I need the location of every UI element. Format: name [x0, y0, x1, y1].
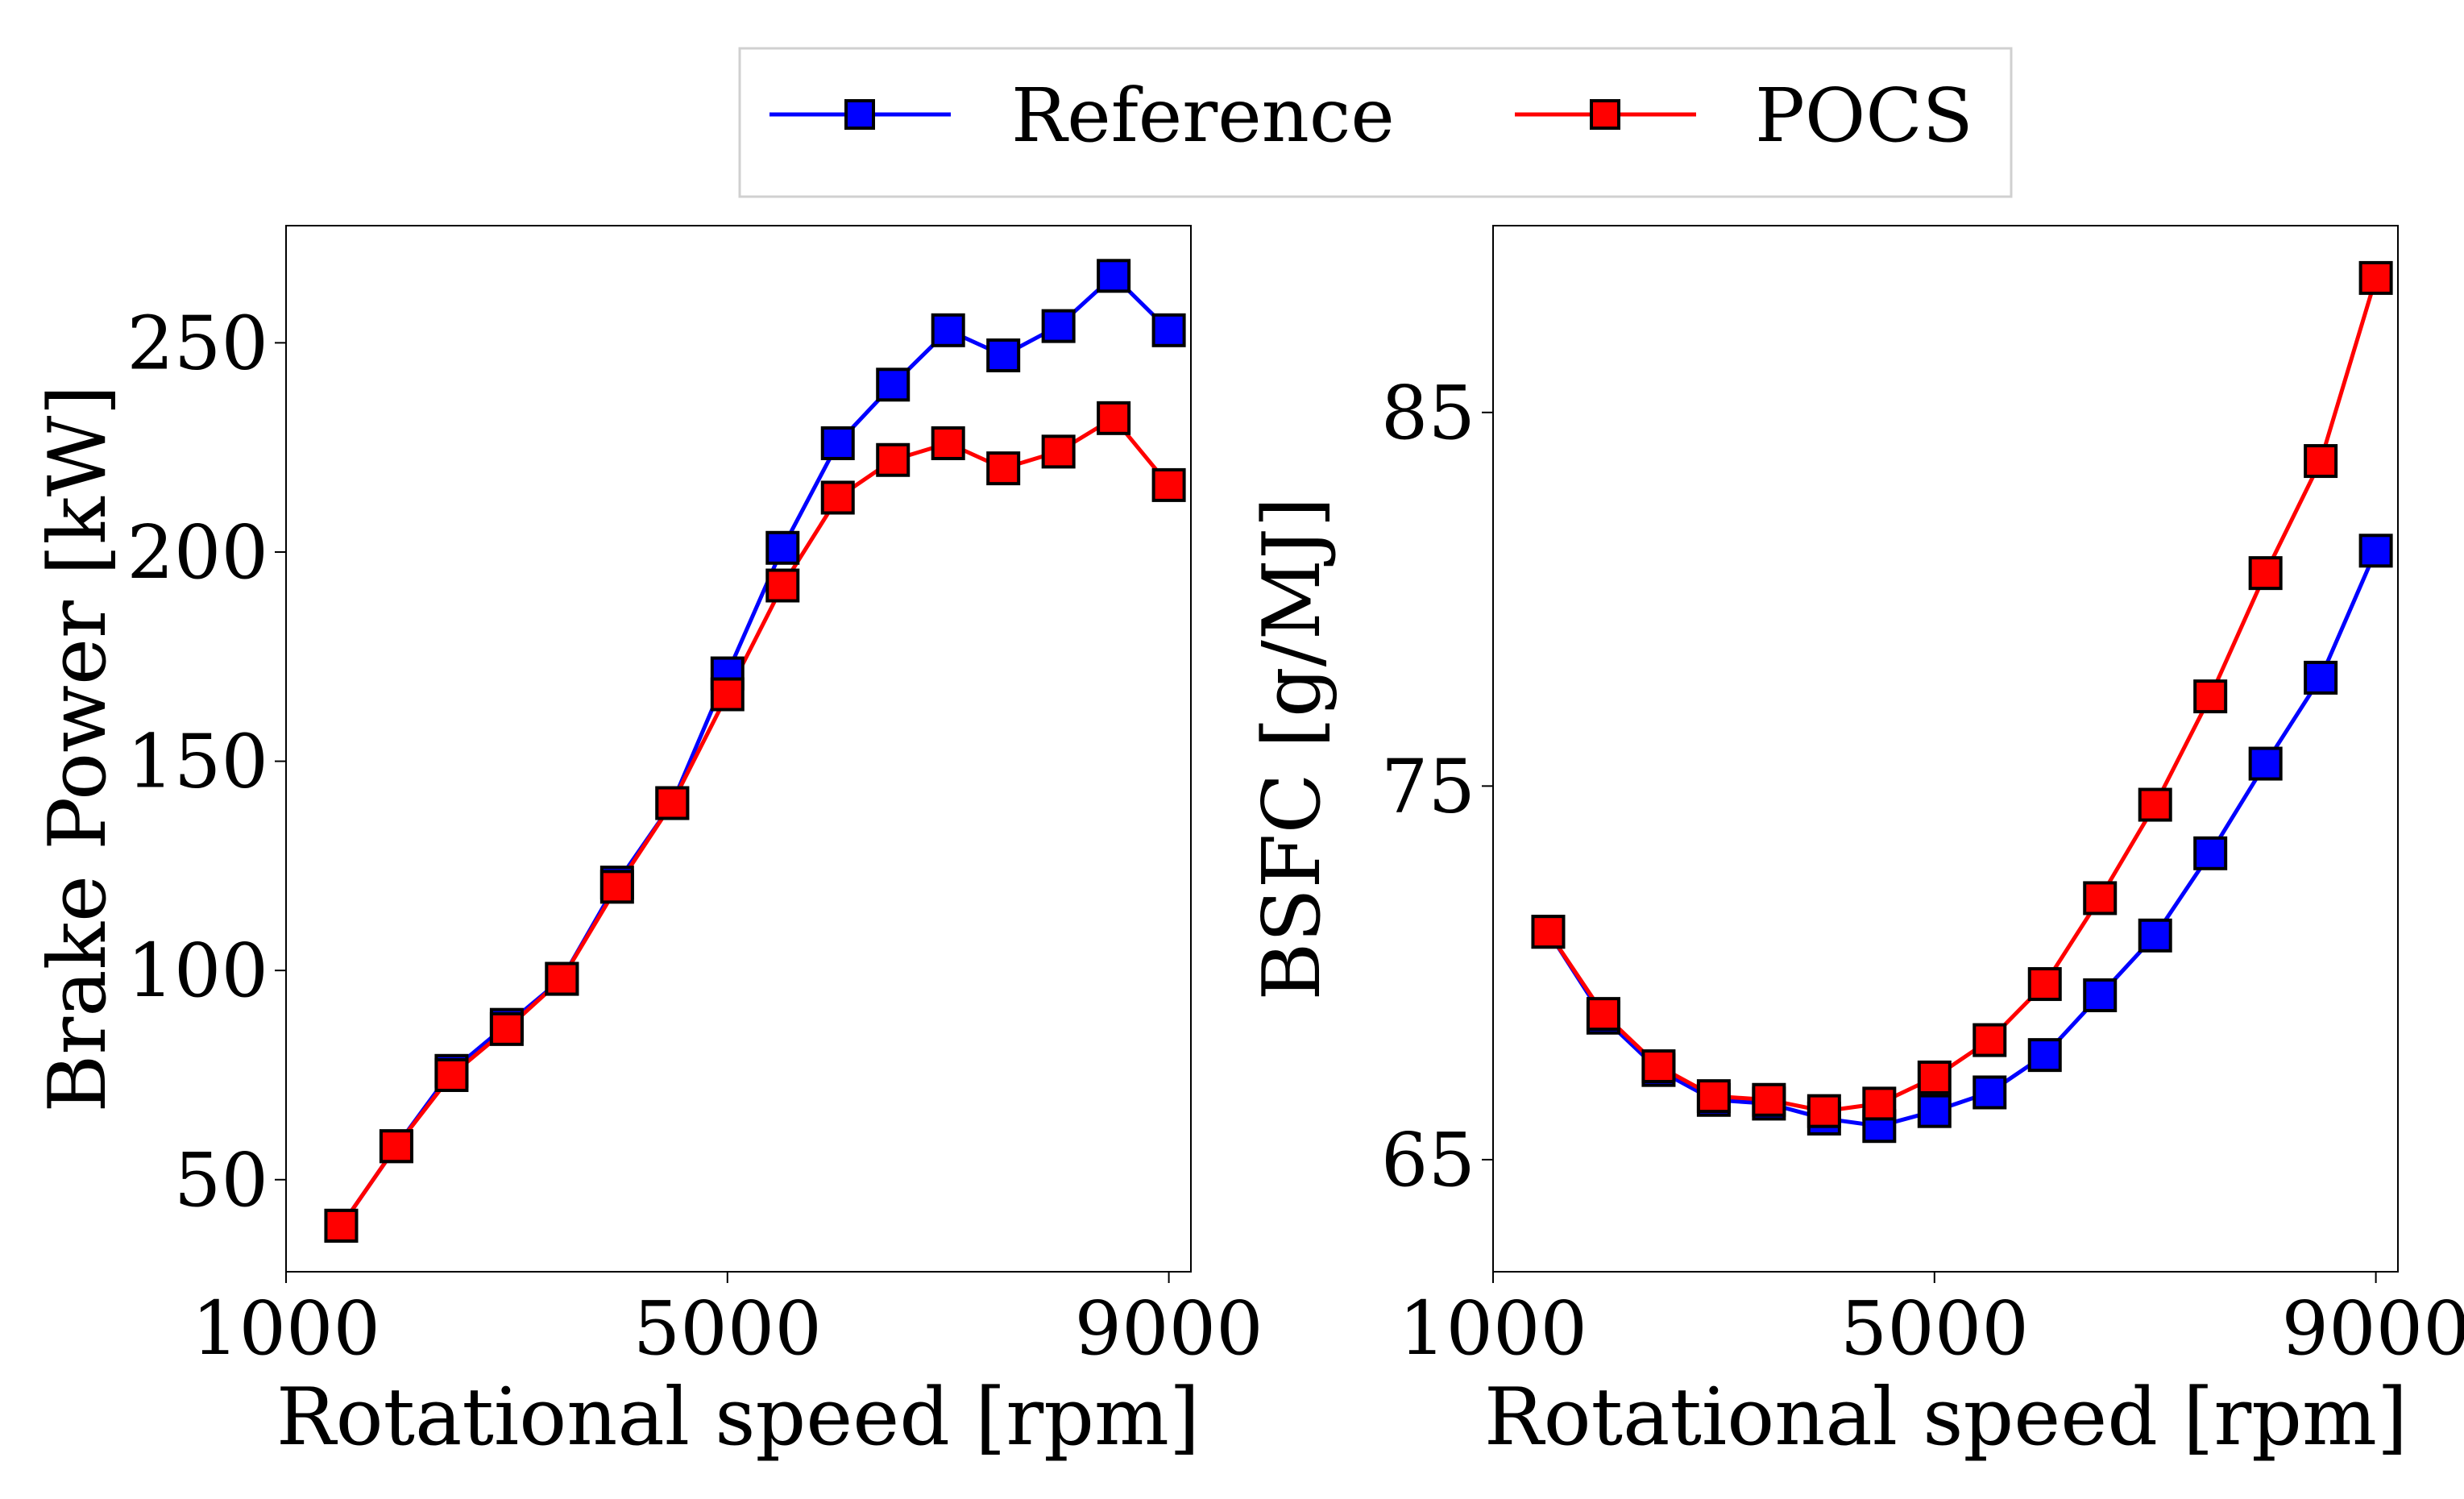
- data-point-pocs: [1972, 1023, 2007, 1057]
- data-point-reference: [1097, 259, 1131, 293]
- axis-ticks: 1000 5000 9000 65 75 85: [1381, 370, 2464, 1372]
- data-point-reference: [2083, 978, 2118, 1012]
- data-point-pocs: [599, 870, 634, 904]
- x-axis-label: Rotational speed [rpm]: [1484, 1372, 2408, 1464]
- data-point-reference: [2248, 746, 2283, 781]
- data-point-pocs: [931, 426, 965, 460]
- data-point-pocs: [2083, 881, 2118, 916]
- x-axis-label: Rotational speed [rpm]: [276, 1372, 1200, 1464]
- data-point-pocs: [2304, 444, 2338, 479]
- axis-ticks: 1000 5000 9000 50 100 150 200 250: [127, 300, 1263, 1372]
- data-point-pocs: [2138, 787, 2172, 822]
- data-point-reference: [2304, 660, 2338, 695]
- data-point-pocs: [1151, 467, 1186, 502]
- data-series: [324, 259, 1186, 1243]
- data-point-reference: [2193, 836, 2228, 870]
- data-point-pocs: [1531, 915, 1566, 949]
- data-point-reference: [2358, 534, 2393, 568]
- y-tick-label: 200: [127, 509, 268, 596]
- data-point-pocs: [1862, 1086, 1897, 1121]
- data-point-pocs: [1586, 997, 1620, 1032]
- data-point-reference: [820, 426, 855, 460]
- data-point-pocs: [876, 442, 911, 477]
- y-tick-label: 65: [1381, 1117, 1475, 1203]
- y-tick-label: 100: [127, 928, 268, 1014]
- legend-frame: [738, 47, 2013, 198]
- data-point-pocs: [2027, 967, 2062, 1002]
- x-tick-label: 9000: [1075, 1285, 1263, 1372]
- plot-area-frame: [285, 225, 1192, 1273]
- legend-entry-pocs: POCS: [1515, 73, 1973, 159]
- x-tick-label: 1000: [192, 1285, 380, 1372]
- series-line-reference: [339, 273, 1172, 1228]
- data-point-reference: [1041, 309, 1076, 343]
- plot-area-frame: [1492, 225, 2399, 1273]
- data-point-pocs: [2358, 260, 2393, 295]
- x-tick-label: 9000: [2282, 1285, 2464, 1372]
- y-tick-label: 150: [127, 719, 268, 805]
- data-point-pocs: [1917, 1060, 1952, 1094]
- legend-entry-reference: Reference: [769, 73, 1395, 159]
- series-line-pocs: [1546, 276, 2379, 1114]
- data-point-reference: [986, 338, 1021, 372]
- data-point-pocs: [1752, 1082, 1786, 1117]
- data-point-pocs: [1696, 1079, 1731, 1114]
- data-point-reference: [931, 313, 965, 347]
- data-point-pocs: [820, 480, 855, 515]
- data-point-pocs: [765, 568, 800, 603]
- x-tick-label: 1000: [1399, 1285, 1587, 1372]
- y-axis-label: BSFC [g/MJ]: [1247, 496, 1338, 1000]
- data-point-pocs: [710, 677, 745, 712]
- data-point-pocs: [2248, 556, 2283, 591]
- data-point-pocs: [489, 1011, 524, 1046]
- y-tick-label: 85: [1381, 370, 1475, 456]
- legend-marker-pocs: [1590, 99, 1620, 130]
- data-point-reference: [2138, 918, 2172, 953]
- y-tick-label: 50: [174, 1137, 268, 1223]
- data-point-reference: [1151, 313, 1186, 347]
- series-line-reference: [1546, 548, 2379, 1128]
- data-point-pocs: [1041, 434, 1076, 469]
- y-tick-label: 75: [1381, 743, 1475, 829]
- bsfc-chart: 1000 5000 9000 65 75 85 Rotational speed [rpm…: [1247, 225, 2464, 1464]
- x-tick-label: 5000: [633, 1285, 822, 1372]
- data-series: [1531, 260, 2393, 1144]
- legend-label-pocs: POCS: [1755, 73, 1973, 159]
- legend-marker-reference: [844, 99, 875, 130]
- data-point-pocs: [379, 1129, 413, 1164]
- data-point-pocs: [545, 961, 579, 996]
- data-point-reference: [2027, 1038, 2062, 1073]
- legend: Reference POCS: [738, 47, 2013, 198]
- data-point-pocs: [434, 1057, 469, 1092]
- y-tick-label: 250: [127, 300, 268, 386]
- data-point-pocs: [2193, 679, 2228, 714]
- data-point-pocs: [1641, 1049, 1676, 1084]
- data-point-reference: [876, 367, 911, 402]
- data-point-pocs: [324, 1208, 359, 1243]
- data-point-pocs: [655, 786, 690, 820]
- data-point-pocs: [986, 451, 1021, 486]
- y-axis-label: Brake Power [kW]: [32, 384, 124, 1112]
- brake-power-chart: 1000 5000 9000 50 100 150 200 250 Rotational sp…: [32, 225, 1263, 1464]
- legend-label-reference: Reference: [1011, 73, 1395, 159]
- data-point-reference: [1972, 1075, 2007, 1110]
- series-line-pocs: [339, 416, 1172, 1228]
- data-point-pocs: [1807, 1094, 1841, 1128]
- data-point-pocs: [1097, 401, 1131, 435]
- x-tick-label: 5000: [1840, 1285, 2029, 1372]
- data-point-reference: [1917, 1094, 1952, 1128]
- data-point-reference: [765, 530, 800, 565]
